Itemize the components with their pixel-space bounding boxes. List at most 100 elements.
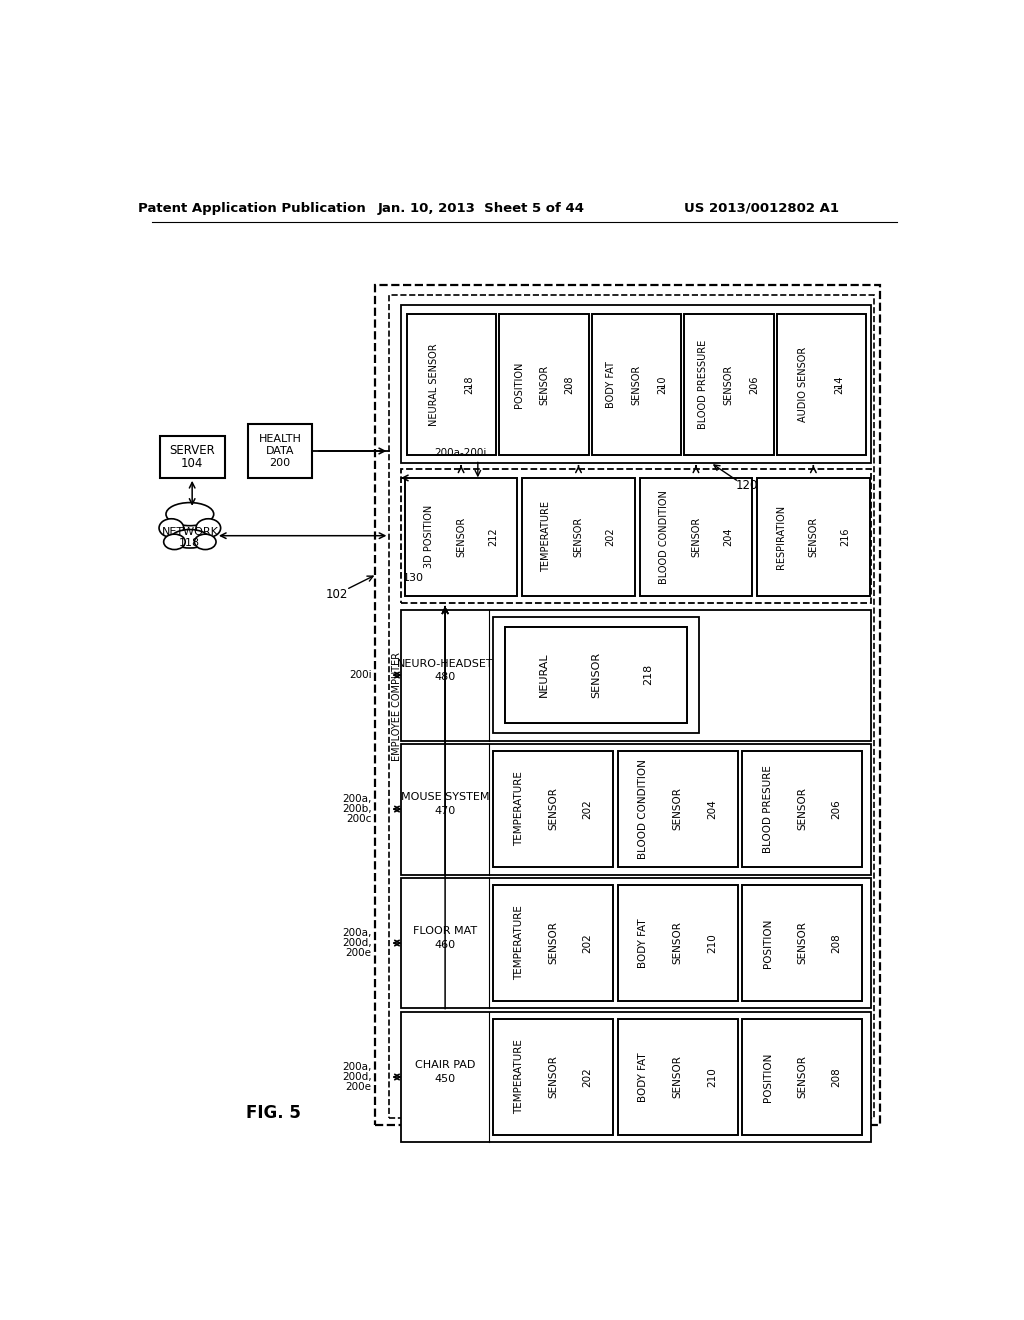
Text: 204: 204 xyxy=(707,799,717,818)
Ellipse shape xyxy=(195,535,216,549)
Text: 206: 206 xyxy=(750,375,760,393)
Text: 470: 470 xyxy=(434,805,456,816)
Text: 130: 130 xyxy=(403,573,424,583)
Text: 200a,: 200a, xyxy=(342,928,372,939)
Text: BLOOD CONDITION: BLOOD CONDITION xyxy=(638,759,648,859)
Text: SENSOR: SENSOR xyxy=(691,516,701,557)
Text: 202: 202 xyxy=(583,1067,593,1086)
Bar xyxy=(757,478,869,595)
Text: BODY FAT: BODY FAT xyxy=(638,919,648,968)
Text: AUDIO SENSOR: AUDIO SENSOR xyxy=(799,347,808,422)
Ellipse shape xyxy=(196,519,220,537)
Text: NEURAL: NEURAL xyxy=(539,652,549,697)
Text: US 2013/0012802 A1: US 2013/0012802 A1 xyxy=(684,202,840,215)
Bar xyxy=(522,478,635,595)
Bar xyxy=(400,1011,870,1143)
Text: NETWORK: NETWORK xyxy=(162,527,218,537)
Text: TEMPERATURE: TEMPERATURE xyxy=(514,1040,524,1114)
Text: BLOOD CONDITION: BLOOD CONDITION xyxy=(658,490,669,583)
Bar xyxy=(505,627,687,723)
Text: 200: 200 xyxy=(269,458,291,467)
Text: FIG. 5: FIG. 5 xyxy=(246,1105,300,1122)
Text: SENSOR: SENSOR xyxy=(539,364,549,404)
Text: SERVER: SERVER xyxy=(169,445,215,458)
Bar xyxy=(494,1019,613,1135)
Text: 200b,: 200b, xyxy=(342,804,372,814)
Bar xyxy=(617,751,737,867)
Bar xyxy=(400,469,870,603)
Text: 460: 460 xyxy=(434,940,456,949)
Bar xyxy=(617,886,737,1001)
Bar xyxy=(400,610,870,741)
Text: SENSOR: SENSOR xyxy=(673,921,683,965)
Text: 450: 450 xyxy=(434,1073,456,1084)
Ellipse shape xyxy=(159,519,183,537)
Text: DATA: DATA xyxy=(265,446,294,455)
Bar xyxy=(500,314,589,455)
Text: SENSOR: SENSOR xyxy=(808,516,818,557)
Text: 200a,: 200a, xyxy=(342,795,372,804)
Text: 210: 210 xyxy=(707,933,717,953)
Bar xyxy=(376,285,880,1125)
Text: SENSOR: SENSOR xyxy=(673,788,683,830)
Text: MOUSE SYSTEM: MOUSE SYSTEM xyxy=(400,792,489,803)
Text: 202: 202 xyxy=(606,528,615,546)
Bar xyxy=(505,627,687,723)
Text: 206: 206 xyxy=(831,799,842,818)
Bar xyxy=(592,314,681,455)
Text: 480: 480 xyxy=(434,672,456,681)
Text: RESPIRATION: RESPIRATION xyxy=(776,504,786,569)
Text: TEMPERATURE: TEMPERATURE xyxy=(514,772,524,846)
Text: BLOOD PRESURE: BLOOD PRESURE xyxy=(763,766,773,853)
Bar xyxy=(494,751,613,867)
Bar xyxy=(494,886,613,1001)
Text: 200e: 200e xyxy=(345,948,372,958)
Text: 200a-200i: 200a-200i xyxy=(435,449,487,458)
Bar xyxy=(404,478,517,595)
Text: 200c: 200c xyxy=(346,814,372,824)
Text: CHAIR PAD: CHAIR PAD xyxy=(415,1060,475,1071)
Text: 200e: 200e xyxy=(345,1082,372,1092)
Bar xyxy=(684,314,773,455)
Text: 218: 218 xyxy=(643,664,653,685)
Bar xyxy=(389,296,874,1118)
Text: 3D POSITION: 3D POSITION xyxy=(424,506,434,569)
Text: POSITION: POSITION xyxy=(513,362,523,408)
Text: SENSOR: SENSOR xyxy=(548,1056,558,1098)
Text: SENSOR: SENSOR xyxy=(797,1056,807,1098)
Text: 212: 212 xyxy=(488,528,499,546)
Text: 208: 208 xyxy=(564,375,574,393)
Ellipse shape xyxy=(171,529,209,548)
Bar xyxy=(400,878,870,1008)
Text: TEMPERATURE: TEMPERATURE xyxy=(542,502,551,573)
Text: 208: 208 xyxy=(831,1067,842,1086)
Text: 208: 208 xyxy=(831,933,842,953)
Text: 204: 204 xyxy=(723,528,733,546)
Text: NEURO-HEADSET: NEURO-HEADSET xyxy=(396,659,494,668)
Bar xyxy=(407,314,497,455)
Text: BLOOD PRESSURE: BLOOD PRESSURE xyxy=(698,339,709,429)
Text: 216: 216 xyxy=(841,528,851,546)
Text: SENSOR: SENSOR xyxy=(591,652,601,698)
Text: 210: 210 xyxy=(707,1067,717,1086)
Text: 218: 218 xyxy=(465,375,474,393)
Bar xyxy=(742,886,862,1001)
Text: BODY FAT: BODY FAT xyxy=(638,1052,648,1102)
Text: 202: 202 xyxy=(583,799,593,818)
Ellipse shape xyxy=(164,535,185,549)
Text: 104: 104 xyxy=(181,457,204,470)
Bar xyxy=(776,314,866,455)
Bar xyxy=(742,1019,862,1135)
Text: SENSOR: SENSOR xyxy=(548,921,558,965)
Text: 200d,: 200d, xyxy=(342,939,372,948)
Text: SENSOR: SENSOR xyxy=(797,921,807,965)
Bar xyxy=(248,424,312,478)
Text: Jan. 10, 2013  Sheet 5 of 44: Jan. 10, 2013 Sheet 5 of 44 xyxy=(378,202,585,215)
Bar xyxy=(640,478,753,595)
Text: Patent Application Publication: Patent Application Publication xyxy=(138,202,367,215)
Text: 202: 202 xyxy=(583,933,593,953)
Bar xyxy=(742,751,862,867)
Bar xyxy=(160,436,224,478)
Text: BODY FAT: BODY FAT xyxy=(606,360,615,408)
Text: POSITION: POSITION xyxy=(763,1052,773,1102)
